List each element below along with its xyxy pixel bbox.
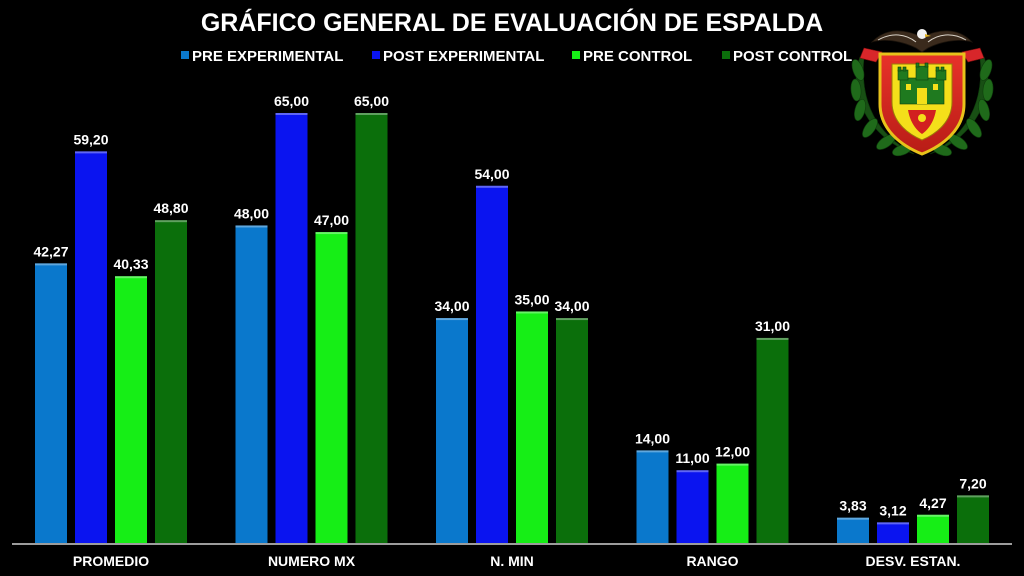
bar-4-3 <box>957 495 989 543</box>
bar-highlight-4-3 <box>957 495 989 498</box>
bar-highlight-1-0 <box>235 225 268 228</box>
bar-highlight-0-3 <box>155 220 187 223</box>
value-label-1-1: 65,00 <box>274 93 309 109</box>
legend-label-0: PRE EXPERIMENTAL <box>192 48 343 65</box>
chart-legend: PRE EXPERIMENTAL POST EXPERIMENTAL PRE CON… <box>181 48 852 65</box>
value-label-4-2: 4,27 <box>919 495 946 511</box>
bar-highlight-0-2 <box>115 276 147 279</box>
value-label-4-0: 3,83 <box>839 498 866 514</box>
bar-highlight-3-3 <box>756 337 789 340</box>
bars-group <box>35 113 989 544</box>
bar-highlight-2-0 <box>436 318 468 321</box>
value-label-3-3: 31,00 <box>755 318 790 334</box>
category-label-1: NUMERO MX <box>268 553 356 569</box>
legend-label-3: POST CONTROL <box>733 48 852 65</box>
eagle-icon <box>870 29 974 53</box>
value-label-0-0: 42,27 <box>33 243 68 259</box>
bar-1-0 <box>235 225 268 543</box>
bar-1-2 <box>315 232 348 544</box>
bar-0-1 <box>75 151 107 543</box>
value-label-4-3: 7,20 <box>959 475 986 491</box>
value-label-1-2: 47,00 <box>314 212 349 228</box>
value-label-0-1: 59,20 <box>73 131 108 147</box>
bar-3-2 <box>716 463 749 543</box>
value-label-3-2: 12,00 <box>715 444 750 460</box>
bar-2-0 <box>436 318 468 543</box>
category-label-3: RANGO <box>686 553 738 569</box>
bar-highlight-2-2 <box>516 311 548 314</box>
bar-highlight-1-3 <box>355 113 388 115</box>
bar-highlight-1-1 <box>275 113 308 115</box>
bar-0-0 <box>35 263 67 543</box>
bar-highlight-4-1 <box>877 522 909 525</box>
legend-label-2: PRE CONTROL <box>583 48 692 65</box>
category-labels-group: PROMEDIO NUMERO MX N. MIN RANGO DESV. ESTAN. <box>73 553 961 569</box>
bar-highlight-4-2 <box>917 514 949 517</box>
bar-0-3 <box>155 220 187 543</box>
bar-0-2 <box>115 276 147 543</box>
bar-1-3 <box>355 113 388 543</box>
bar-4-1 <box>877 522 909 543</box>
bar-2-2 <box>516 311 548 543</box>
bar-3-1 <box>676 470 709 543</box>
bar-4-0 <box>837 517 869 543</box>
bar-4-2 <box>917 514 949 543</box>
chart-title: GRÁFICO GENERAL DE EVALUACIÓN DE ESPALDA <box>201 7 823 37</box>
bar-highlight-2-1 <box>476 185 508 188</box>
military-crest-icon <box>850 29 994 157</box>
bar-highlight-3-2 <box>716 463 749 466</box>
bar-highlight-0-0 <box>35 263 67 266</box>
legend-swatch-3 <box>722 51 730 59</box>
value-label-2-2: 35,00 <box>514 291 549 307</box>
value-labels-group: 42,27 59,20 40,33 48,80 48,00 65,00 47,00 65,00… <box>33 93 986 518</box>
bar-highlight-3-0 <box>636 450 669 453</box>
legend-label-1: POST EXPERIMENTAL <box>383 48 544 65</box>
value-label-1-0: 48,00 <box>234 205 269 221</box>
bar-highlight-3-1 <box>676 470 709 473</box>
category-label-0: PROMEDIO <box>73 553 149 569</box>
value-label-2-1: 54,00 <box>474 166 509 182</box>
bar-2-3 <box>556 318 588 543</box>
bar-highlight-1-2 <box>315 232 348 235</box>
value-label-2-0: 34,00 <box>434 298 469 314</box>
bar-highlight-4-0 <box>837 517 869 520</box>
bar-2-1 <box>476 185 508 543</box>
legend-swatch-2 <box>572 51 580 59</box>
category-label-4: DESV. ESTAN. <box>866 553 961 569</box>
bar-highlight-2-3 <box>556 318 588 321</box>
legend-swatch-0 <box>181 51 189 59</box>
bar-highlight-0-1 <box>75 151 107 154</box>
bar-1-1 <box>275 113 308 543</box>
value-label-3-0: 14,00 <box>635 430 670 446</box>
value-label-0-3: 48,80 <box>153 200 188 216</box>
value-label-1-3: 65,00 <box>354 93 389 109</box>
bar-3-3 <box>756 337 789 543</box>
legend-swatch-1 <box>372 51 380 59</box>
value-label-0-2: 40,33 <box>113 256 148 272</box>
bar-3-0 <box>636 450 669 543</box>
value-label-3-1: 11,00 <box>675 450 709 466</box>
value-label-4-1: 3,12 <box>879 502 906 518</box>
category-label-2: N. MIN <box>490 553 534 569</box>
value-label-2-3: 34,00 <box>554 298 589 314</box>
